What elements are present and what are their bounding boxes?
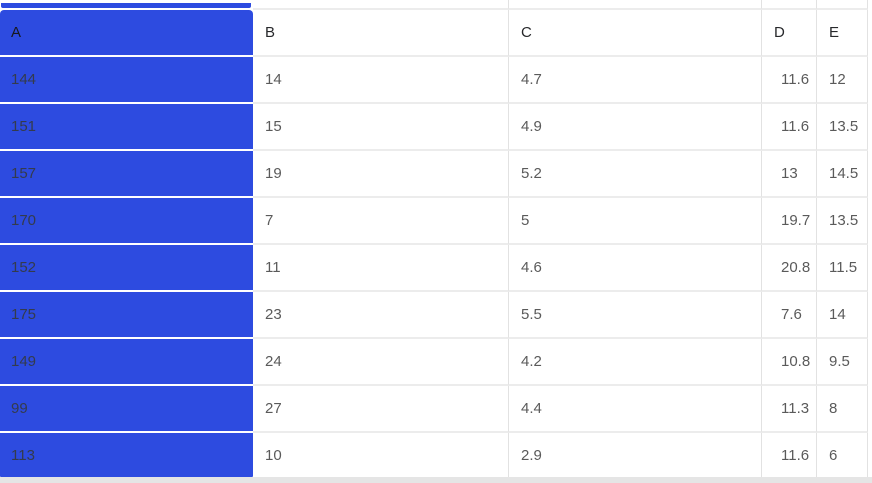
row-filler <box>868 245 872 292</box>
cell-a[interactable]: 113 <box>0 433 253 480</box>
row-filler <box>868 10 872 57</box>
row-filler <box>868 57 872 104</box>
table-body: 144 14 4.7 11.6 12 151 15 4.9 11.6 13.5 … <box>0 57 872 480</box>
cell-e[interactable]: 6 <box>817 433 868 480</box>
table-row: 152 11 4.6 20.8 11.5 <box>0 245 872 292</box>
cell-d[interactable]: 7.6 <box>762 292 817 339</box>
row-filler <box>868 0 872 10</box>
row-filler <box>868 198 872 245</box>
column-header-a[interactable]: A <box>0 10 253 57</box>
cell-e[interactable]: 12 <box>817 57 868 104</box>
cell-d[interactable]: 19.7 <box>762 198 817 245</box>
cell-e[interactable]: 14.5 <box>817 151 868 198</box>
cutoff-cell <box>509 0 762 10</box>
cell-a[interactable]: 99 <box>0 386 253 433</box>
table-row: 99 27 4.4 11.3 8 <box>0 386 872 433</box>
cell-e[interactable]: 13.5 <box>817 104 868 151</box>
cell-d[interactable]: 10.8 <box>762 339 817 386</box>
cell-c[interactable]: 4.6 <box>509 245 762 292</box>
cell-a[interactable]: 157 <box>0 151 253 198</box>
cell-b[interactable]: 24 <box>253 339 509 386</box>
cell-c[interactable]: 5.2 <box>509 151 762 198</box>
cell-d[interactable]: 20.8 <box>762 245 817 292</box>
cell-d[interactable]: 11.6 <box>762 104 817 151</box>
cell-b[interactable]: 14 <box>253 57 509 104</box>
selection-highlight <box>1 3 251 8</box>
cell-c[interactable]: 4.9 <box>509 104 762 151</box>
cell-b[interactable]: 19 <box>253 151 509 198</box>
column-header-b[interactable]: B <box>253 10 509 57</box>
cell-a[interactable]: 152 <box>0 245 253 292</box>
table-row: 157 19 5.2 13 14.5 <box>0 151 872 198</box>
cell-b[interactable]: 23 <box>253 292 509 339</box>
table-row: 144 14 4.7 11.6 12 <box>0 57 872 104</box>
cell-a[interactable]: 144 <box>0 57 253 104</box>
cell-b[interactable]: 15 <box>253 104 509 151</box>
cell-a[interactable]: 170 <box>0 198 253 245</box>
table-row: 170 7 5 19.7 13.5 <box>0 198 872 245</box>
cell-a[interactable]: 151 <box>0 104 253 151</box>
cell-d[interactable]: 11.6 <box>762 433 817 480</box>
cell-c[interactable]: 4.2 <box>509 339 762 386</box>
cell-b[interactable]: 10 <box>253 433 509 480</box>
cell-d[interactable]: 11.6 <box>762 57 817 104</box>
cell-c[interactable]: 5 <box>509 198 762 245</box>
cell-b[interactable]: 27 <box>253 386 509 433</box>
table-row: 175 23 5.5 7.6 14 <box>0 292 872 339</box>
horizontal-scrollbar[interactable] <box>0 477 872 483</box>
cell-a[interactable]: 175 <box>0 292 253 339</box>
cell-c[interactable]: 4.7 <box>509 57 762 104</box>
row-filler <box>868 433 872 480</box>
cell-d[interactable]: 13 <box>762 151 817 198</box>
cutoff-cell <box>253 0 509 10</box>
column-header-c[interactable]: C <box>509 10 762 57</box>
table-row: 151 15 4.9 11.6 13.5 <box>0 104 872 151</box>
row-filler <box>868 386 872 433</box>
cell-a[interactable]: 149 <box>0 339 253 386</box>
row-filler <box>868 104 872 151</box>
cell-b[interactable]: 11 <box>253 245 509 292</box>
column-header-d[interactable]: D <box>762 10 817 57</box>
row-filler <box>868 292 872 339</box>
cell-c[interactable]: 5.5 <box>509 292 762 339</box>
cell-d[interactable]: 11.3 <box>762 386 817 433</box>
table-row: 113 10 2.9 11.6 6 <box>0 433 872 480</box>
row-filler <box>868 339 872 386</box>
cutoff-row <box>0 0 872 10</box>
cell-e[interactable]: 8 <box>817 386 868 433</box>
row-filler <box>868 151 872 198</box>
cell-c[interactable]: 4.4 <box>509 386 762 433</box>
cell-e[interactable]: 13.5 <box>817 198 868 245</box>
table-row: 149 24 4.2 10.8 9.5 <box>0 339 872 386</box>
cell-e[interactable]: 14 <box>817 292 868 339</box>
cell-e[interactable]: 11.5 <box>817 245 868 292</box>
header-row: A B C D E <box>0 10 872 57</box>
cutoff-cell-selected <box>0 0 253 10</box>
cutoff-cell <box>817 0 868 10</box>
cutoff-cell <box>762 0 817 10</box>
cell-e[interactable]: 9.5 <box>817 339 868 386</box>
cell-b[interactable]: 7 <box>253 198 509 245</box>
column-header-e[interactable]: E <box>817 10 868 57</box>
cell-c[interactable]: 2.9 <box>509 433 762 480</box>
